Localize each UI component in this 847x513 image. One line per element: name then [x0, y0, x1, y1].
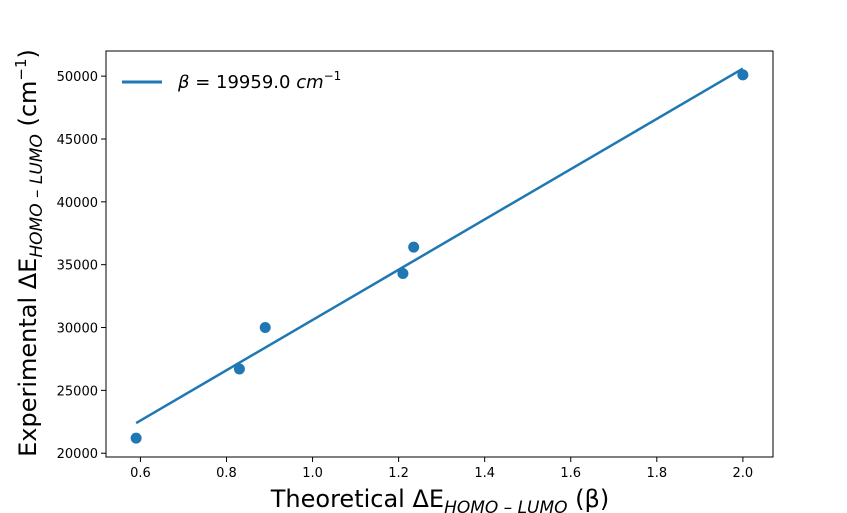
x-tick-label: 1.6 [560, 466, 581, 481]
y-axis-label: Experimental ΔEHOMO – LUMO (cm−1) [12, 49, 47, 457]
y-axis-ticks: 20000 25000 30000 35000 40000 45000 50000 [57, 70, 106, 462]
plot-area [130, 67, 749, 444]
data-point [408, 241, 420, 253]
y-tick-label: 40000 [57, 196, 98, 211]
x-tick-label: 1.0 [302, 466, 323, 481]
y-tick-label: 45000 [57, 133, 98, 148]
legend-value: = 19959.0 [190, 72, 297, 93]
data-point [397, 267, 409, 279]
legend: β = 19959.0 cm−1 [122, 69, 341, 93]
y-tick-label: 35000 [57, 259, 98, 274]
legend-unit: cm [296, 72, 323, 93]
x-axis-label-sub: HOMO – LUMO [444, 498, 567, 513]
x-axis-label: Theoretical ΔEHOMO – LUMO (β) [270, 485, 609, 513]
y-tick-label: 50000 [57, 70, 98, 85]
data-point [233, 363, 245, 375]
y-axis-label-end: ) [14, 49, 42, 58]
y-axis-label-sup: −1 [12, 58, 30, 80]
y-tick-label: 20000 [57, 447, 98, 462]
x-tick-label: 1.4 [474, 466, 495, 481]
x-tick-label: 1.8 [646, 466, 667, 481]
x-axis-label-tail: (β) [568, 485, 610, 513]
y-axis-label-sub: HOMO – LUMO [27, 134, 47, 257]
x-axis-ticks: 0.6 0.8 1.0 1.2 1.4 1.6 1.8 2.0 [130, 457, 753, 481]
y-tick-label: 30000 [57, 322, 98, 337]
x-tick-label: 2.0 [733, 466, 754, 481]
legend-beta: β [177, 72, 190, 93]
data-point [259, 322, 271, 334]
legend-label: β = 19959.0 cm−1 [177, 69, 341, 93]
x-tick-label: 0.8 [216, 466, 237, 481]
data-point [130, 432, 142, 444]
data-point [737, 69, 749, 81]
x-tick-label: 0.6 [130, 466, 151, 481]
y-axis-label-text: Experimental ΔE [14, 258, 42, 457]
axes-frame [105, 50, 774, 458]
legend-unit-sup: −1 [324, 69, 342, 83]
x-axis-label-text: Theoretical ΔE [270, 485, 444, 513]
x-tick-label: 1.2 [388, 466, 409, 481]
y-tick-label: 25000 [57, 384, 98, 399]
y-axis-label-tail: (cm [14, 81, 42, 135]
